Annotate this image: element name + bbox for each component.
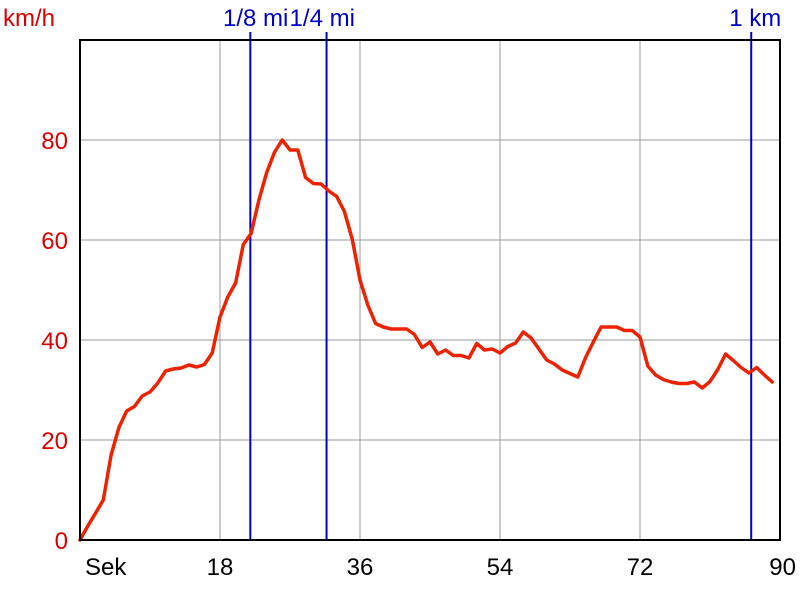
marker-label-1: 1/4 mi [290,5,355,32]
x-tick-label-5: 90 [769,554,796,581]
y-axis-unit-label: km/h [3,5,55,32]
y-tick-label-1: 20 [41,428,68,455]
y-tick-label-0: 0 [55,528,68,555]
y-tick-label-2: 40 [41,328,68,355]
distance-markers: 1/8 mi 1/4 mi 1 km [223,5,781,540]
x-tick-labels: Sek 18 36 54 72 90 [85,554,796,581]
x-tick-label-3: 54 [487,554,514,581]
x-tick-label-0: Sek [85,554,127,581]
series-layer [78,138,774,542]
y-tick-labels: 0 20 40 60 80 [41,128,68,555]
y-tick-label-4: 80 [41,128,68,155]
plot-frame [79,39,781,541]
y-tick-label-3: 60 [41,228,68,255]
x-tick-label-2: 36 [347,554,374,581]
axis-labels: km/h [3,5,55,32]
x-tick-label-4: 72 [627,554,654,581]
series-line-0 [78,138,774,542]
grid-lines [80,40,780,540]
x-tick-label-1: 18 [207,554,234,581]
marker-label-2: 1 km [729,5,781,32]
marker-label-0: 1/8 mi [223,5,288,32]
